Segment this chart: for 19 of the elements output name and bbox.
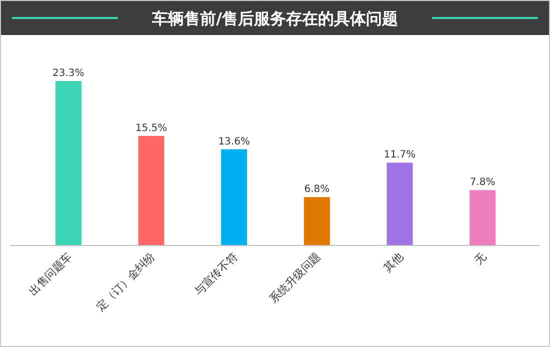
bar xyxy=(304,197,330,245)
bar xyxy=(221,149,248,245)
x-tick-label: 出售问题车 xyxy=(26,250,75,298)
data-label: 23.3% xyxy=(52,68,84,79)
x-tick-label: 定（订）金纠纷 xyxy=(94,250,158,314)
x-tick-label: 与宣传不符 xyxy=(192,250,240,298)
chart-title: 车辆售前/售后服务存在的具体问题 xyxy=(151,9,398,28)
x-tick-label: 其他 xyxy=(381,250,406,275)
x-tick-label: 无 xyxy=(472,250,489,267)
bar xyxy=(470,190,496,245)
data-label: 6.8% xyxy=(304,184,330,196)
data-label: 13.6% xyxy=(218,136,250,148)
bar xyxy=(55,81,82,245)
data-label: 7.8% xyxy=(470,177,496,188)
x-tick-label: 系统升级问题 xyxy=(267,250,324,306)
bar xyxy=(138,136,164,245)
data-label: 11.7% xyxy=(384,150,416,161)
data-label: 15.5% xyxy=(135,122,168,134)
bar xyxy=(386,162,413,245)
